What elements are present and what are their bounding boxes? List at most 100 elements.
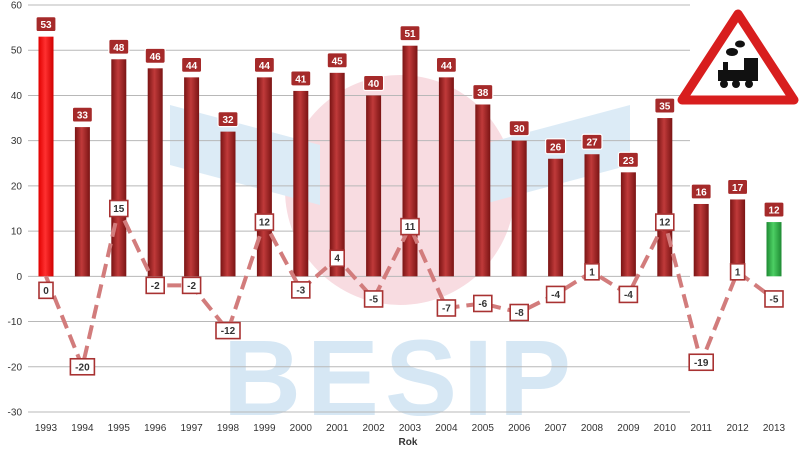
x-tick-label: 2013 bbox=[763, 423, 786, 434]
bar bbox=[147, 68, 163, 277]
x-tick-label: 2008 bbox=[581, 423, 604, 434]
x-tick-label: 1999 bbox=[253, 423, 276, 434]
bar-value-label-box bbox=[617, 151, 640, 168]
change-value-label: -19 bbox=[694, 358, 709, 369]
bar-value-label: 45 bbox=[332, 56, 344, 67]
change-value-label: 0 bbox=[43, 286, 49, 297]
change-value-label: -5 bbox=[770, 294, 779, 305]
watermark-text: BESIP bbox=[223, 317, 577, 438]
bar-value-label: 44 bbox=[441, 61, 453, 72]
change-value-label-box bbox=[181, 276, 202, 295]
change-value-label-box bbox=[509, 303, 530, 322]
x-axis: 1993 1994 1995 1996 1997 1998 1999 2000 2001 2002… bbox=[35, 423, 786, 434]
change-value-label-box bbox=[215, 321, 241, 340]
change-value-label: -12 bbox=[221, 326, 236, 337]
bar-value-label-box bbox=[144, 47, 166, 64]
change-value-label-box bbox=[69, 357, 96, 376]
change-value-label-box bbox=[545, 285, 566, 304]
bar-value-label: 41 bbox=[295, 74, 307, 85]
x-tick-label: 2003 bbox=[399, 423, 422, 434]
bar bbox=[548, 158, 564, 277]
change-value-label-box bbox=[618, 285, 639, 304]
bar bbox=[366, 95, 382, 277]
change-value-label-box bbox=[729, 263, 746, 281]
change-value-label-box bbox=[654, 213, 675, 231]
bar-value-label-box bbox=[654, 97, 676, 114]
bar bbox=[730, 199, 746, 277]
bar bbox=[220, 131, 236, 277]
bar-value-label-box bbox=[726, 178, 749, 196]
change-value-label: -2 bbox=[151, 281, 160, 292]
bar-value-label: 44 bbox=[259, 61, 271, 72]
x-tick-label: 2011 bbox=[690, 423, 712, 434]
bar-value-label-box bbox=[435, 56, 457, 73]
bar bbox=[184, 77, 200, 277]
bar-value-label: 44 bbox=[186, 61, 198, 72]
bar bbox=[293, 90, 309, 277]
bar-value-label-box bbox=[363, 74, 385, 92]
bar-value-label-box bbox=[253, 56, 275, 73]
bar-value-label-box bbox=[763, 201, 785, 218]
change-value-label: -8 bbox=[515, 308, 524, 319]
bar bbox=[256, 77, 272, 277]
bar bbox=[438, 77, 454, 277]
y-tick-label: -30 bbox=[8, 408, 23, 419]
bar-value-label: 38 bbox=[477, 88, 489, 99]
x-tick-label: 1993 bbox=[35, 423, 58, 434]
bar-value-label-box bbox=[108, 38, 130, 55]
x-tick-label: 1998 bbox=[217, 423, 240, 434]
y-tick-label: 20 bbox=[11, 181, 23, 192]
x-tick-label: 1996 bbox=[144, 423, 167, 434]
x-tick-label: 2009 bbox=[617, 423, 640, 434]
x-tick-label: 2007 bbox=[544, 423, 567, 434]
change-value-label-box bbox=[584, 263, 600, 281]
x-tick-label: 2010 bbox=[654, 423, 677, 434]
y-tick-label: 10 bbox=[11, 227, 23, 238]
y-axis: -30 -20 -10 0 10 20 30 40 50 60 bbox=[8, 1, 23, 419]
change-labels: 0 -20 15 -2 -2 -12 12 -3 4 -5 11 -7 -6 -8 -4 1 -4 12 -19 1 -… bbox=[38, 199, 784, 376]
change-value-label: 12 bbox=[659, 218, 671, 229]
y-tick-label: 40 bbox=[11, 91, 23, 102]
bar-value-label-box bbox=[71, 106, 94, 123]
change-value-label: -3 bbox=[296, 285, 305, 296]
x-tick-label: 1995 bbox=[108, 423, 131, 434]
bar-value-label: 32 bbox=[222, 115, 234, 126]
bar-value-label: 51 bbox=[404, 29, 416, 40]
railway-crossing-warning-sign-icon bbox=[677, 9, 799, 105]
bar-value-label: 35 bbox=[659, 102, 671, 113]
bar-value-label-box bbox=[181, 56, 203, 73]
x-tick-label: 2004 bbox=[435, 423, 458, 434]
change-value-label: -4 bbox=[624, 290, 633, 301]
bar bbox=[38, 36, 54, 277]
bar bbox=[620, 172, 636, 277]
bar bbox=[111, 59, 127, 277]
bar-value-label-box bbox=[472, 83, 494, 101]
bar-value-label: 33 bbox=[77, 111, 89, 122]
bar bbox=[693, 203, 709, 277]
change-value-label-box bbox=[363, 290, 384, 308]
x-tick-label: 2012 bbox=[726, 423, 749, 434]
change-value-label: -6 bbox=[478, 299, 487, 310]
change-value-label: -7 bbox=[442, 303, 451, 314]
change-value-label: 15 bbox=[113, 204, 125, 215]
bar bbox=[657, 118, 673, 277]
change-value-label: -20 bbox=[75, 362, 90, 373]
bar-value-label: 30 bbox=[514, 124, 526, 135]
change-value-label-box bbox=[254, 213, 275, 231]
bar-labels: 53 33 48 46 44 32 44 41 45 40 51 44 38 30 26 27 23 35 16 17… bbox=[35, 16, 785, 218]
bar-value-label-box bbox=[290, 70, 312, 87]
x-tick-label: 2001 bbox=[326, 423, 349, 434]
bar-value-label-box bbox=[581, 133, 603, 150]
bar-value-label-box bbox=[399, 25, 421, 42]
change-value-label: -4 bbox=[551, 290, 560, 301]
bar-value-label: 17 bbox=[732, 183, 744, 194]
bar-value-label: 27 bbox=[586, 138, 598, 149]
bar bbox=[766, 222, 782, 277]
bar-value-label-box bbox=[35, 16, 57, 33]
change-value-label: -2 bbox=[187, 281, 196, 292]
y-tick-label: 50 bbox=[11, 46, 23, 57]
bar-value-label: 23 bbox=[623, 156, 635, 167]
change-value-label-box bbox=[290, 281, 311, 299]
y-tick-label: -10 bbox=[8, 317, 23, 328]
